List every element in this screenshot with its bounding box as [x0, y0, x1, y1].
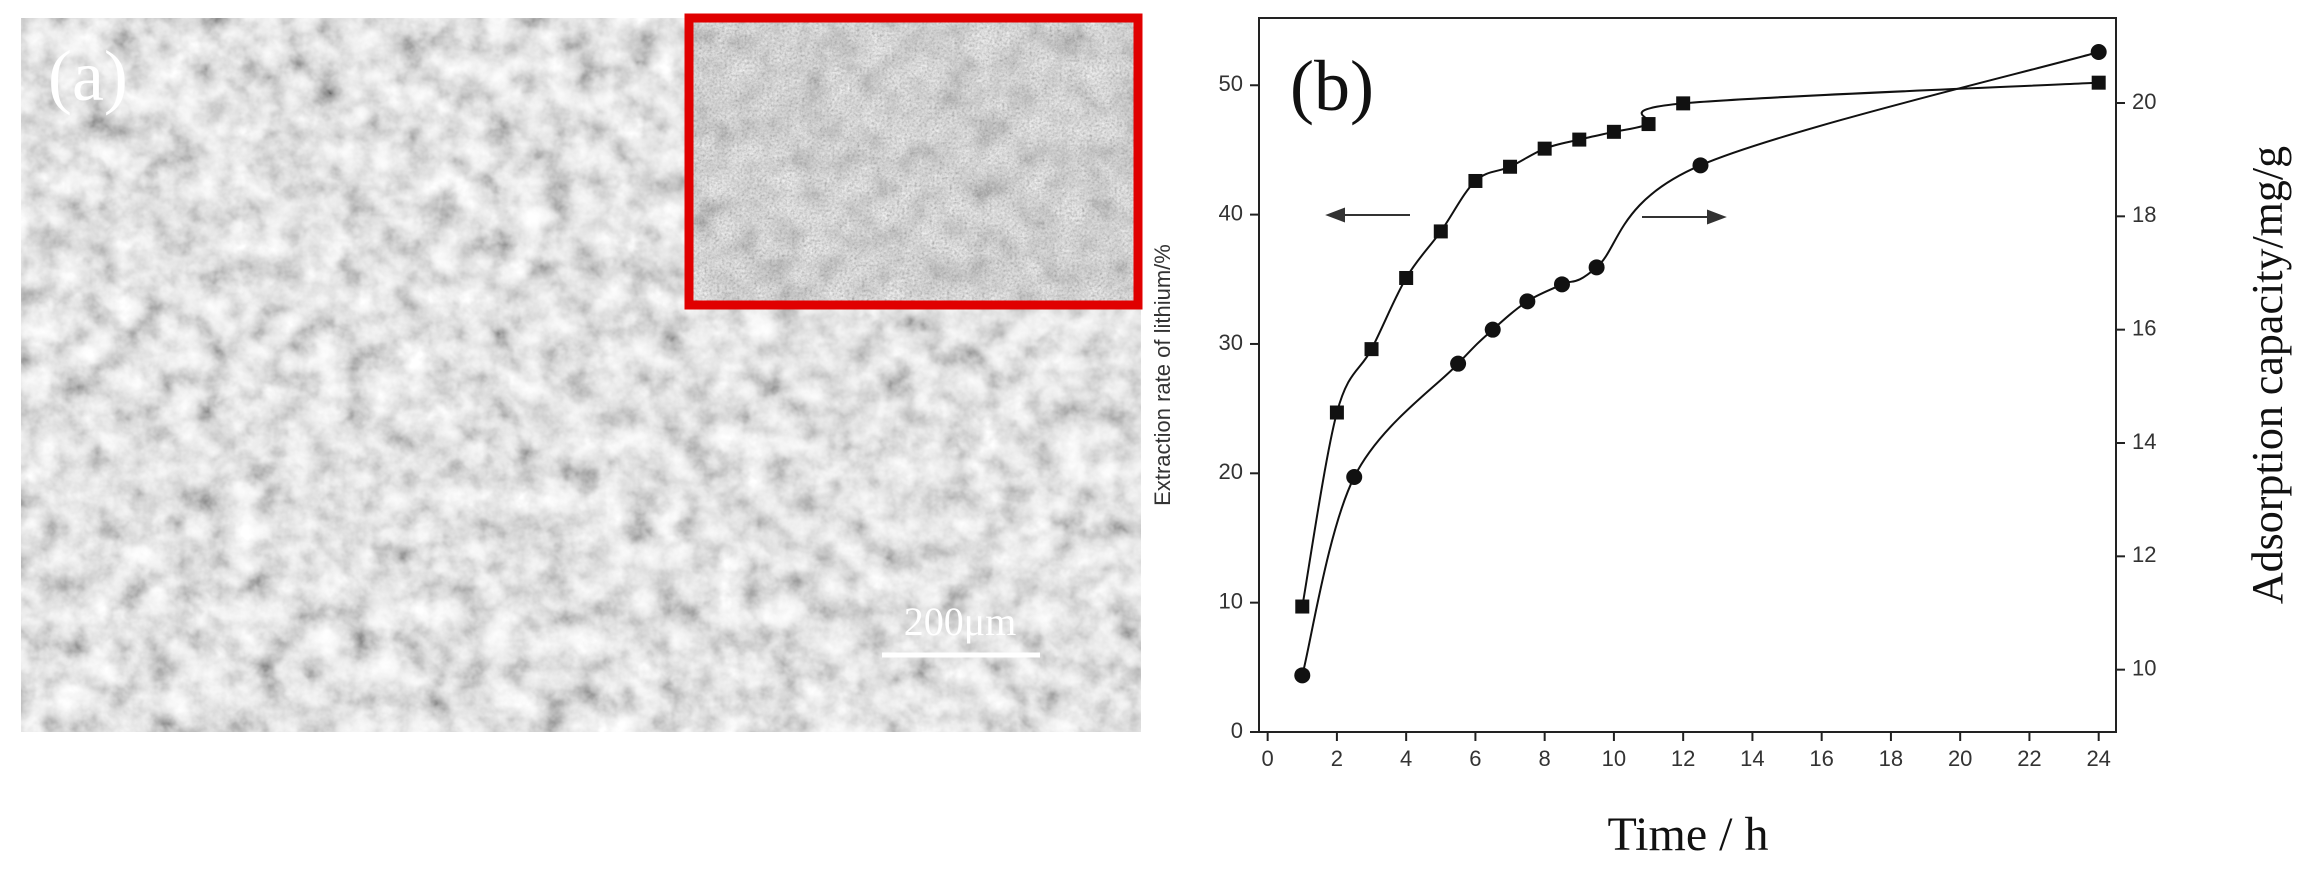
square-marker — [1329, 405, 1344, 420]
x-tick-label: 16 — [1809, 746, 1833, 771]
square-marker — [1468, 173, 1483, 188]
inset-image — [685, 14, 1142, 309]
circle-marker — [1692, 157, 1709, 174]
scale-bar-label: 200μm — [904, 599, 1017, 644]
y2-axis-title: Adsorption capacity/mg/g — [2243, 146, 2292, 604]
x-tick-label: 8 — [1539, 746, 1551, 771]
y2-tick-label: 10 — [2132, 655, 2156, 680]
plot-frame — [1258, 17, 2117, 733]
panel-label: (a) — [48, 36, 128, 116]
circle-marker — [1346, 469, 1363, 485]
circle-marker — [1588, 259, 1605, 276]
x-tick-label: 22 — [2017, 746, 2041, 771]
circle-marker — [1484, 321, 1501, 338]
y2-tick-label: 20 — [2132, 89, 2156, 114]
x-tick-label: 20 — [1948, 746, 1972, 771]
square-marker — [1606, 124, 1621, 139]
circle-marker — [1294, 667, 1311, 684]
arrow-left — [1325, 207, 1410, 223]
square-marker — [1641, 117, 1656, 132]
square-marker — [1295, 599, 1310, 614]
x-axis-title: Time / h — [1608, 808, 1769, 861]
y2-tick-label: 16 — [2132, 315, 2156, 340]
panel-label: (b) — [1290, 46, 1374, 126]
y-tick-label: 20 — [1219, 459, 1243, 484]
y2-tick-label: 18 — [2132, 202, 2156, 227]
y2-tick-label: 12 — [2132, 542, 2156, 567]
x-tick-label: 14 — [1740, 746, 1764, 771]
x-tick-label: 12 — [1671, 746, 1695, 771]
x-tick-label: 0 — [1262, 746, 1274, 771]
square-marker — [1399, 270, 1414, 285]
square-marker — [1537, 141, 1552, 156]
x-tick-label: 2 — [1331, 746, 1343, 771]
panel-b: (b) Time / h Extraction rate of lithium/… — [1150, 17, 2292, 861]
square-marker — [1572, 132, 1587, 147]
x-tick-label: 4 — [1400, 746, 1412, 771]
x-tick-label: 24 — [2086, 746, 2110, 771]
x-tick-label: 6 — [1469, 746, 1481, 771]
y-tick-label: 50 — [1219, 71, 1243, 96]
series-line — [1301, 51, 2099, 676]
y-tick-label: 40 — [1219, 200, 1243, 225]
arrow-right — [1642, 209, 1727, 225]
square-marker — [1676, 96, 1691, 111]
square-marker — [1364, 342, 1379, 357]
x-tick-label: 10 — [1602, 746, 1626, 771]
circle-marker — [1553, 276, 1570, 293]
panel-a: (a) 200μm — [21, 13, 1143, 732]
y2-tick-label: 14 — [2132, 429, 2156, 454]
x-tick-label: 18 — [1879, 746, 1903, 771]
circle-marker — [1519, 293, 1536, 310]
y-axis-title: Extraction rate of lithium/% — [1150, 244, 1175, 506]
inset-border — [684, 13, 1143, 310]
square-marker — [2091, 75, 2106, 90]
square-marker — [1433, 224, 1448, 239]
square-marker — [1503, 159, 1518, 174]
circle-marker — [1450, 355, 1467, 372]
y-tick-label: 0 — [1231, 718, 1243, 743]
y-tick-label: 10 — [1219, 588, 1243, 613]
circle-marker — [2090, 44, 2107, 60]
series-line — [1301, 81, 2099, 607]
y-tick-label: 30 — [1219, 330, 1243, 355]
